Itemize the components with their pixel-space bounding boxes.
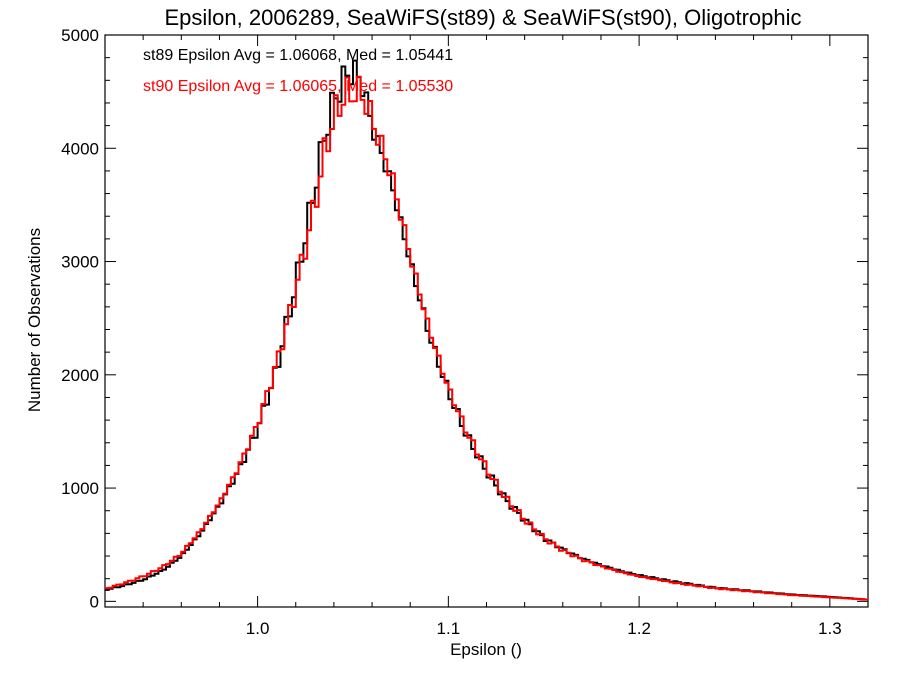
plot-frame bbox=[104, 34, 869, 608]
y-tick-label: 1000 bbox=[61, 479, 99, 498]
series-line-st89 bbox=[105, 59, 868, 601]
plot-area: 1.0 1.1 1.2 1.3 0 1000 2000 3000 4000 5000 bbox=[61, 26, 869, 638]
x-tick-label: 1.3 bbox=[818, 619, 842, 638]
legend-entry-st89: st89 Epsilon Avg = 1.06068, Med = 1.0544… bbox=[143, 47, 453, 64]
x-tick-label: 1.2 bbox=[627, 619, 651, 638]
x-axis-label: Epsilon () bbox=[450, 640, 522, 659]
y-tick-label: 5000 bbox=[61, 26, 99, 45]
series-line-st90 bbox=[105, 75, 868, 601]
legend: st89 Epsilon Avg = 1.06068, Med = 1.0544… bbox=[143, 47, 453, 95]
y-tick-label: 0 bbox=[90, 592, 99, 611]
chart-title: Epsilon, 2006289, SeaWiFS(st89) & SeaWiF… bbox=[164, 5, 801, 30]
y-tick-label: 2000 bbox=[61, 366, 99, 385]
y-tick-label: 4000 bbox=[61, 139, 99, 158]
x-tick-label: 1.0 bbox=[246, 619, 270, 638]
legend-entry-st90: st90 Epsilon Avg = 1.06065, Med = 1.0553… bbox=[143, 78, 453, 95]
series-group bbox=[105, 59, 868, 601]
y-tick-label: 3000 bbox=[61, 253, 99, 272]
x-tick-label: 1.1 bbox=[437, 619, 461, 638]
y-axis-label: Number of Observations bbox=[25, 228, 44, 412]
